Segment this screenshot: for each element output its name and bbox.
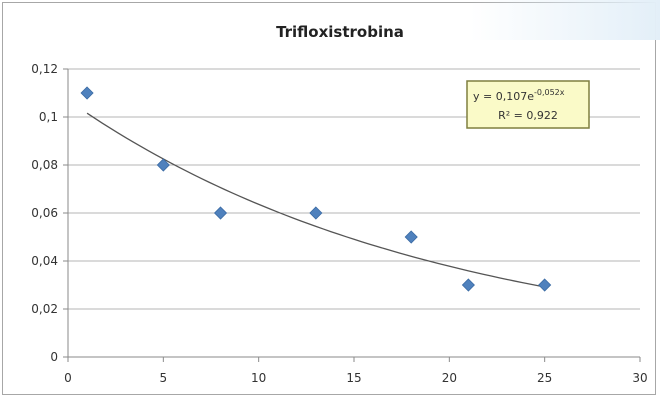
data-point-6 (538, 278, 552, 292)
y-tick-label-3: 0,06 (31, 206, 58, 220)
y-tick-label-2: 0,04 (31, 254, 58, 268)
x-tick-label-2: 10 (251, 371, 266, 385)
x-tick-label-3: 15 (346, 371, 361, 385)
trendline-equation-box: y = 0,107e-0,052x R² = 0,922 (466, 80, 590, 129)
x-tick-label-6: 30 (632, 371, 647, 385)
data-point-5 (461, 278, 475, 292)
background-accent (470, 0, 660, 40)
chart-title: Trifloxistrobina (276, 23, 404, 41)
axes (63, 68, 641, 362)
trendline-equation: y = 0,107e-0,052x (473, 88, 565, 103)
trendline-r-squared: R² = 0,922 (498, 109, 558, 122)
y-tick-label-4: 0,08 (31, 158, 58, 172)
gridlines (68, 68, 640, 310)
tick-labels: 0 0,02 0,04 0,06 0,08 0,1 0,12 0 5 10 15 20 25 30 (31, 62, 647, 385)
equation-exponent: -0,052x (534, 88, 565, 97)
data-point-0 (80, 86, 94, 100)
data-point-4 (404, 230, 418, 244)
data-points (80, 86, 552, 292)
data-point-1 (156, 158, 170, 172)
y-tick-label-1: 0,02 (31, 302, 58, 316)
y-tick-label-0: 0 (50, 350, 58, 364)
equation-box (466, 80, 590, 129)
data-point-2 (213, 206, 228, 220)
x-tick-label-0: 0 (64, 371, 72, 385)
x-tick-label-4: 20 (442, 371, 457, 385)
y-tick-label-6: 0,12 (31, 62, 58, 76)
chart-frame (2, 2, 656, 395)
equation-base: y = 0,107e (473, 90, 534, 103)
x-tick-label-1: 5 (160, 371, 168, 385)
x-tick-label-5: 25 (537, 371, 552, 385)
data-point-3 (309, 206, 323, 220)
y-tick-label-5: 0,1 (39, 110, 58, 124)
